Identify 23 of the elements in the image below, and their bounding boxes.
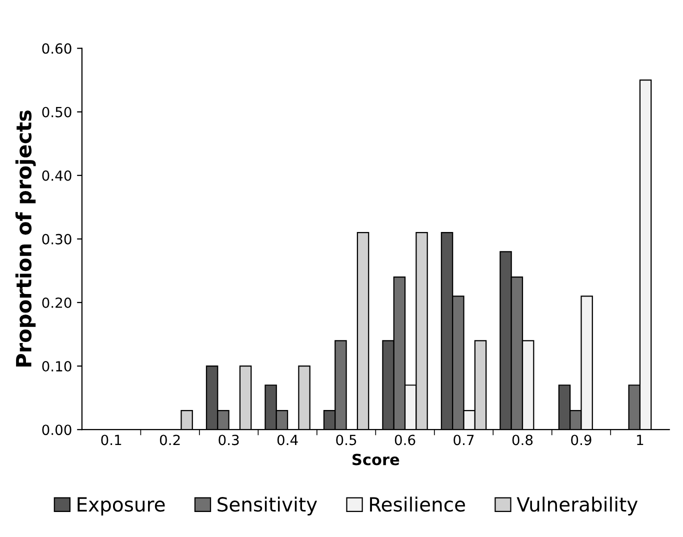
y-tick-label: 0.10 [42,361,72,372]
x-tick-label: 0.8 [512,434,533,446]
legend-label: Vulnerability [516,496,638,516]
y-tick-label: 0.30 [42,234,72,244]
legend-label: Exposure [78,497,165,516]
x-tick-label: 0.5 [336,434,356,446]
x-axis-title: Score [352,454,400,466]
y-tick-label: 0.00 [42,424,72,436]
x-tick-label: 0.6 [394,434,416,446]
x-tick-label: 0.7 [454,434,474,446]
y-tick-label: 0.20 [42,297,72,308]
x-tick-label: 0.2 [160,434,180,446]
x-tick-label: 0.3 [218,434,239,446]
legend-label: Sensitivity [218,496,318,516]
legend-label: Resilience [370,496,465,512]
y-axis-title: Proportion of projects [15,110,36,367]
x-tick-label: 0.4 [277,434,298,446]
y-tick-label: 0.60 [42,43,72,54]
x-tick-label: 1 [637,434,644,446]
y-tick-label: 0.50 [42,106,72,118]
y-tick-label: 0.40 [42,170,72,181]
x-tick-label: 0.9 [571,434,592,446]
x-tick-label: 0.1 [101,434,122,446]
